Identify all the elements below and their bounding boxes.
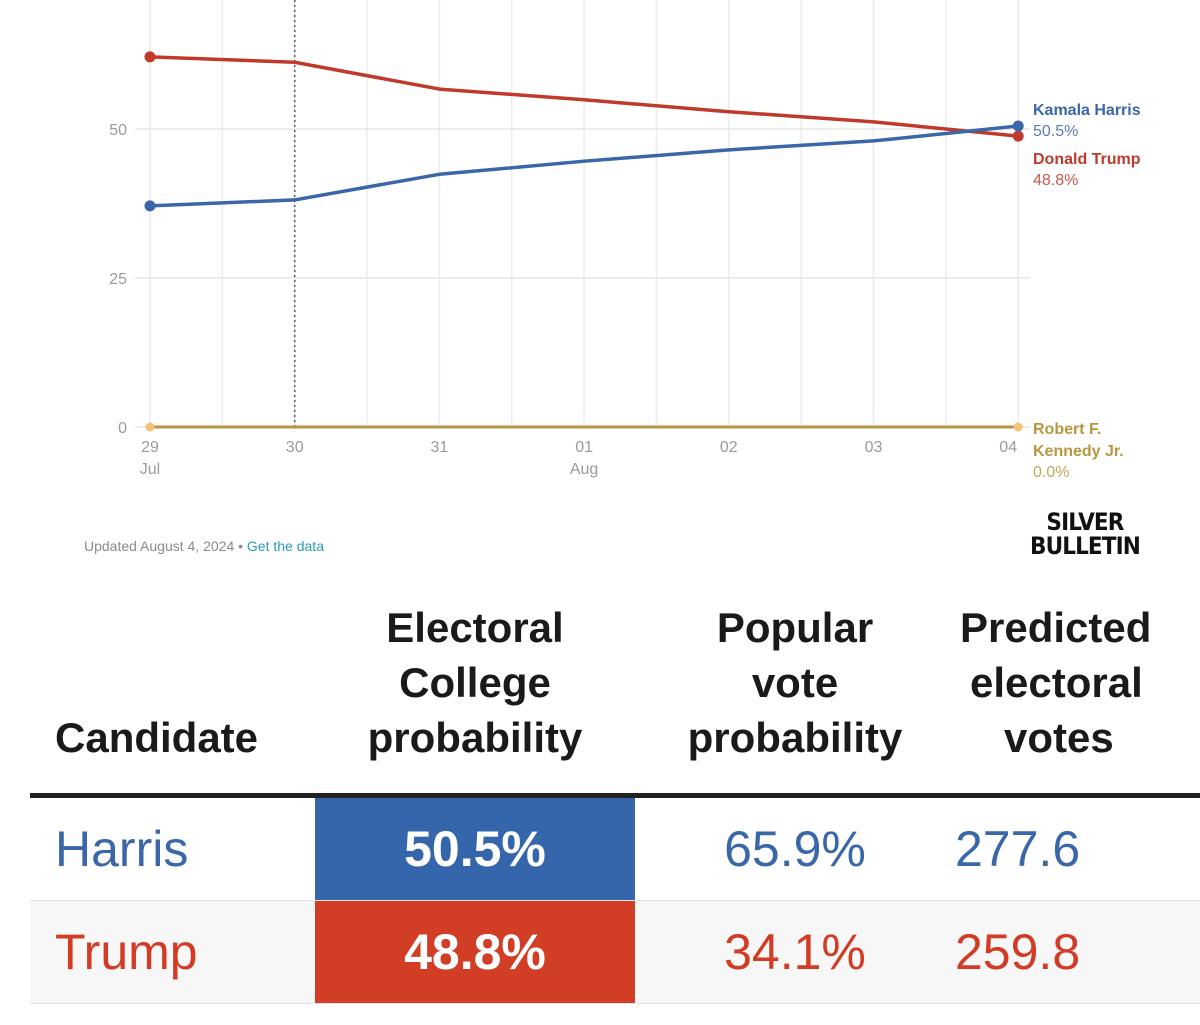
series-value-label: 50.5% (1033, 123, 1078, 140)
table-row: Harris 50.5% 65.9% 277.6 (30, 795, 1200, 901)
series-end-point (1013, 422, 1023, 432)
x-tick-label: 31 (431, 439, 449, 456)
series-start-point (145, 422, 155, 432)
y-tick-label: 0 (118, 420, 127, 437)
series-label: Kennedy Jr. (1033, 443, 1124, 460)
header-candidate: Candidate (30, 600, 315, 798)
y-tick-label: 50 (109, 122, 127, 139)
ec-probability: 50.5% (315, 795, 635, 901)
updated-text: Updated August 4, 2024 (84, 538, 235, 554)
series-label: Kamala Harris (1033, 102, 1141, 119)
logo-line-2: BULLETIN (1030, 532, 1141, 560)
candidate-name: Trump (30, 900, 315, 1004)
forecast-table: Candidate Electoral College probability Po… (30, 600, 1200, 1004)
table-header-row: Candidate Electoral College probability Po… (30, 600, 1200, 798)
electoral-votes: 277.6 (955, 821, 1081, 877)
pv-probability: 34.1% (635, 900, 955, 1004)
series-value-label: 0.0% (1033, 464, 1069, 481)
candidate-name: Harris (55, 821, 189, 877)
series-line-donald-trump (149, 55, 1019, 138)
header-popular-vote: Popular vote probability (635, 600, 955, 798)
logo-line-1: SILVER (1046, 508, 1124, 536)
x-tick-label: 29 (141, 439, 159, 456)
x-tick-sublabel: Aug (570, 461, 598, 478)
line-chart: 0 25 50 29 Jul 30 31 01 Aug 02 03 04 Kamala Harris 50… (109, 0, 1141, 481)
pv-probability: 65.9% (724, 821, 866, 877)
series-line-kamala-harris (149, 124, 1019, 208)
series-start-point (144, 51, 156, 63)
electoral-votes: 259.8 (955, 900, 1200, 1004)
x-tick-label: 03 (865, 439, 883, 456)
series-label: Donald Trump (1033, 151, 1141, 168)
ec-probability: 48.8% (315, 900, 635, 1004)
series-label: Robert F. (1033, 421, 1101, 438)
table-row: Trump 48.8% 34.1% 259.8 (30, 900, 1200, 1004)
y-tick-label: 25 (109, 271, 127, 288)
x-tick-label: 30 (286, 439, 304, 456)
header-electoral-votes: Predicted electoral votes (955, 600, 1200, 798)
series-end-point (1012, 130, 1024, 142)
x-tick-label: 02 (720, 439, 738, 456)
silver-bulletin-logo: SILVER BULLETIN (1030, 508, 1141, 560)
series-start-point (144, 200, 156, 212)
chart-footer: Updated August 4, 2024 • Get the data (84, 538, 324, 554)
series-end-point (1012, 120, 1024, 132)
x-tick-sublabel: Jul (140, 461, 160, 478)
separator: • (234, 538, 247, 554)
series-value-label: 48.8% (1033, 172, 1078, 189)
get-data-link[interactable]: Get the data (246, 538, 324, 554)
header-ec-probability: Electoral College probability (315, 600, 635, 798)
x-tick-label: 01 (575, 439, 593, 456)
x-tick-label: 04 (999, 439, 1017, 456)
